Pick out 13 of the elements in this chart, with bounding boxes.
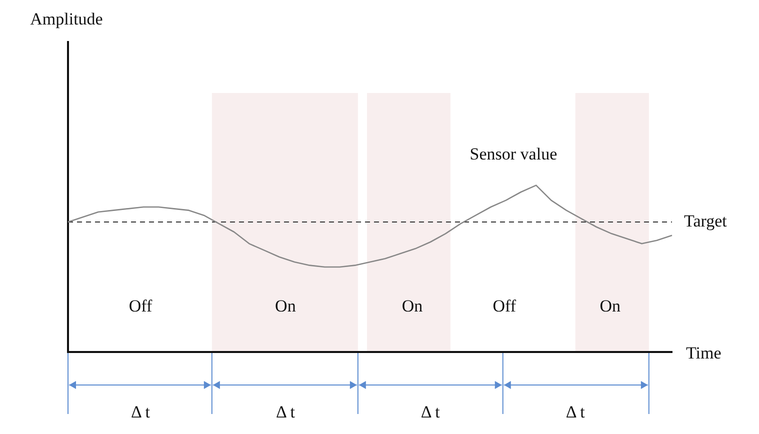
text: Δ t <box>420 402 440 422</box>
text: Δ t <box>566 402 586 422</box>
text: Amplitude <box>30 9 103 28</box>
annotation: Off <box>128 296 152 316</box>
annotation: On <box>402 296 424 316</box>
x-axis-title: Time <box>686 343 722 362</box>
text: Δ t <box>276 402 296 422</box>
annotation: On <box>275 296 296 316</box>
annotation: Off <box>492 296 516 316</box>
ref-line-label: Target <box>684 211 728 230</box>
text: Sensor value <box>470 144 558 164</box>
annotation: On <box>600 296 621 316</box>
text: Δ t <box>130 402 150 422</box>
